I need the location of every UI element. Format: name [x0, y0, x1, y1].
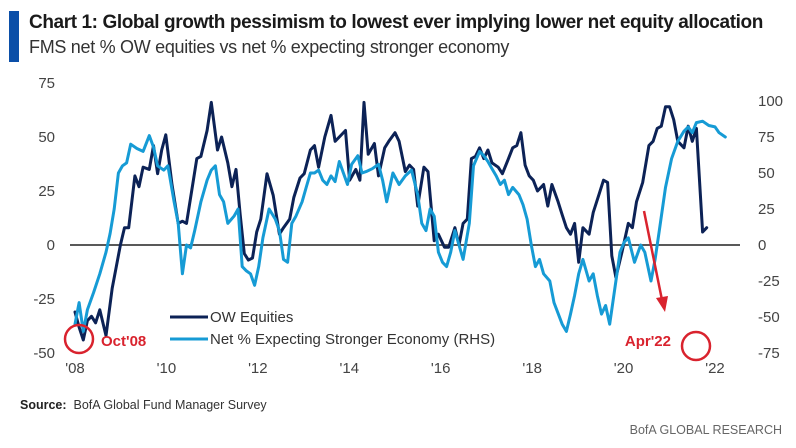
source-text: BofA Global Fund Manager Survey — [73, 398, 267, 412]
right-tick-label: -50 — [758, 309, 780, 326]
legend-label: Net % Expecting Stronger Economy (RHS) — [210, 331, 495, 348]
oct08-annotation: Oct'08 — [101, 333, 146, 350]
x-tick-label: '18 — [522, 360, 542, 377]
right-tick-label: 100 — [758, 93, 783, 110]
x-tick-label: '08 — [65, 360, 85, 377]
left-tick-label: 50 — [38, 129, 55, 146]
x-tick-label: '16 — [431, 360, 451, 377]
apr22-highlight-circle — [680, 330, 712, 362]
series-group — [73, 100, 727, 342]
right-axis-ticks: -75 -50 -25 0 25 50 75 100 — [758, 93, 783, 362]
chart-subtitle: FMS net % OW equities vs net % expecting… — [29, 37, 510, 57]
source-note: Source: BofA Global Fund Manager Survey — [20, 398, 267, 412]
right-tick-label: 75 — [758, 129, 775, 146]
title-accent-bar — [9, 11, 19, 62]
right-tick-label: 50 — [758, 165, 775, 182]
oct08-highlight-circle — [63, 323, 95, 355]
series-stronger-economy-line — [73, 119, 727, 333]
x-tick-label: '22 — [705, 360, 725, 377]
left-tick-label: 0 — [47, 237, 55, 254]
x-tick-label: '12 — [248, 360, 268, 377]
left-tick-label: 25 — [38, 183, 55, 200]
legend-label: OW Equities — [210, 309, 293, 326]
left-tick-label: -50 — [33, 345, 55, 362]
x-tick-label: '10 — [157, 360, 177, 377]
right-tick-label: -25 — [758, 273, 780, 290]
x-tick-label: '14 — [340, 360, 360, 377]
left-tick-label: -25 — [33, 291, 55, 308]
x-tick-label: '20 — [614, 360, 634, 377]
downward-arrow-shaft — [642, 210, 664, 301]
right-tick-label: 25 — [758, 201, 775, 218]
downward-arrow-head-icon — [656, 296, 668, 312]
apr22-annotation: Apr'22 — [625, 333, 671, 350]
legend: OW Equities Net % Expecting Stronger Econ… — [170, 309, 495, 348]
annotations: Oct'08 Apr'22 — [63, 210, 712, 362]
brand-label: BofA GLOBAL RESEARCH — [629, 423, 782, 437]
right-tick-label: -75 — [758, 345, 780, 362]
left-tick-label: 75 — [38, 75, 55, 92]
x-axis-ticks: '08 '10 '12 '14 '16 '18 '20 '22 — [65, 360, 725, 377]
right-tick-label: 0 — [758, 237, 766, 254]
source-label: Source: — [20, 398, 67, 412]
left-axis-ticks: -50 -25 0 25 50 75 — [33, 75, 55, 362]
chart-title: Chart 1: Global growth pessimism to lowe… — [29, 12, 763, 33]
